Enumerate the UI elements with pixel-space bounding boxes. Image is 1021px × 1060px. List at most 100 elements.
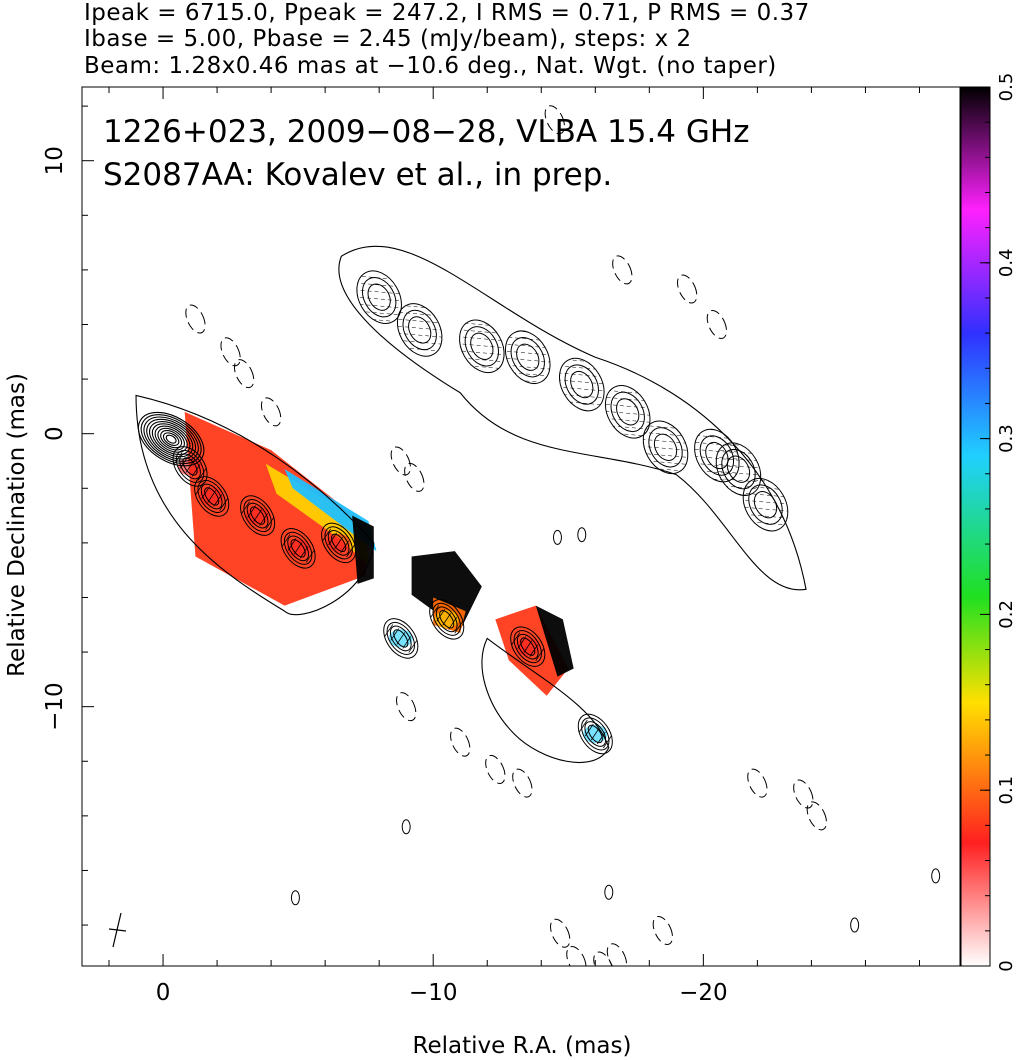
negative-contour (260, 397, 282, 427)
y-axis: 10 0 −10 (42, 105, 94, 926)
negative-contour (652, 916, 673, 946)
evpa-vector (265, 517, 274, 530)
evpa-vector (281, 534, 291, 547)
reference-label: S2087AA: Kovalev et al., in prep. (103, 157, 612, 193)
evpa-vector (511, 632, 521, 645)
negative-contour (606, 943, 628, 966)
evpa-vector (346, 544, 355, 558)
colorbar-tick-label: 0.2 (996, 600, 1017, 629)
colorbar (960, 86, 991, 967)
upper-component-contour (516, 343, 540, 371)
negative-contour (550, 918, 571, 948)
negative-contour (450, 727, 471, 757)
polarization-patch (411, 551, 482, 631)
beam-minor-axis (108, 928, 127, 932)
component-contour (280, 528, 316, 569)
polarization-patch (184, 411, 369, 606)
upper-component-contour (396, 303, 443, 357)
noise-contour (604, 884, 614, 900)
evpa-vector (259, 513, 268, 526)
component-contour (393, 629, 409, 648)
component-contour (246, 502, 269, 529)
component-contour (240, 495, 276, 536)
upper-component-contour (459, 319, 505, 374)
core-contour (143, 416, 199, 462)
evpa-vector (197, 468, 207, 481)
noise-contour (552, 529, 562, 545)
noise-contour (401, 819, 411, 835)
y-axis-label: Relative Declination (mas) (4, 373, 30, 677)
noise-contour (931, 868, 941, 884)
evpa-vector (191, 464, 201, 477)
component-contour (587, 724, 603, 744)
negative-contour (404, 462, 425, 492)
negative-contour (747, 768, 768, 798)
component-contour (513, 630, 542, 664)
evpa-vector (529, 644, 539, 657)
upper-component-contour (356, 270, 402, 324)
core-contour (157, 427, 185, 451)
upper-component-contour (610, 391, 645, 433)
evpa-vector (590, 727, 600, 741)
evpa-vector (517, 636, 527, 649)
component-contour (179, 453, 201, 480)
beam-marker (108, 912, 127, 948)
negative-contour (677, 274, 698, 304)
colorbar-axis: 0 0.1 0.2 0.3 0.4 0.5 (980, 73, 1017, 972)
negative-contour (390, 446, 411, 476)
polarization-patch (535, 605, 574, 677)
negative-contour (544, 105, 565, 135)
evpa-vector (219, 498, 229, 511)
upper-component-contour (408, 316, 432, 344)
component-contour (197, 479, 226, 514)
upper-component-contour (642, 420, 689, 475)
x-tick-label: 0 (156, 980, 171, 1006)
y-tick-label: 10 (42, 146, 68, 175)
upper-component-contour (570, 370, 594, 399)
component-contour (432, 602, 461, 636)
evpa-vector (247, 505, 256, 518)
core-contour (149, 420, 194, 458)
upper-component-contour (648, 427, 683, 468)
colorbar-tick-label: 0.4 (996, 248, 1017, 277)
evpa-vector (207, 490, 217, 503)
y-tick-label: 0 (42, 426, 68, 441)
component-contour (577, 713, 613, 755)
component-contour (516, 633, 539, 660)
evpa-vector (322, 528, 331, 542)
noise-contour (850, 917, 860, 933)
evpa-vector (390, 628, 400, 641)
negative-contour (220, 337, 241, 367)
core-contour (162, 432, 180, 446)
evpa-vector (328, 532, 337, 546)
evpa-vector (299, 546, 309, 559)
polarization-patch (352, 515, 374, 584)
upper-envelope-contour (338, 245, 807, 591)
evpa-vector (195, 482, 205, 495)
evpa-vector (334, 536, 343, 550)
core-contour (146, 418, 197, 460)
upper-component-contour (653, 433, 678, 461)
source-label: 1226+023, 2009−08−28, VLBA 15.4 GHz (103, 114, 749, 150)
noise-contour (577, 527, 587, 543)
upper-component-contour (367, 283, 391, 311)
x-tick-label: −10 (409, 980, 458, 1006)
evpa-vector (179, 456, 189, 469)
colorbar-tick-label: 0.5 (996, 73, 1017, 102)
tail-contour (481, 637, 610, 763)
component-contour (283, 531, 313, 565)
component-contour (584, 721, 607, 747)
evpa-vector (396, 632, 406, 645)
component-contour (439, 610, 455, 629)
core-contour (160, 430, 183, 449)
evpa-vector (253, 509, 262, 522)
evpa-vector (596, 731, 606, 745)
core-contour (154, 425, 188, 453)
negative-contour (396, 692, 417, 722)
component-contour (321, 522, 357, 564)
upper-component-contour (504, 330, 551, 384)
component-contour (204, 487, 220, 506)
core-contour (140, 414, 202, 465)
header-line-1: Ipeak = 6715.0, Ppeak = 247.2, I RMS = 0… (84, 0, 810, 26)
